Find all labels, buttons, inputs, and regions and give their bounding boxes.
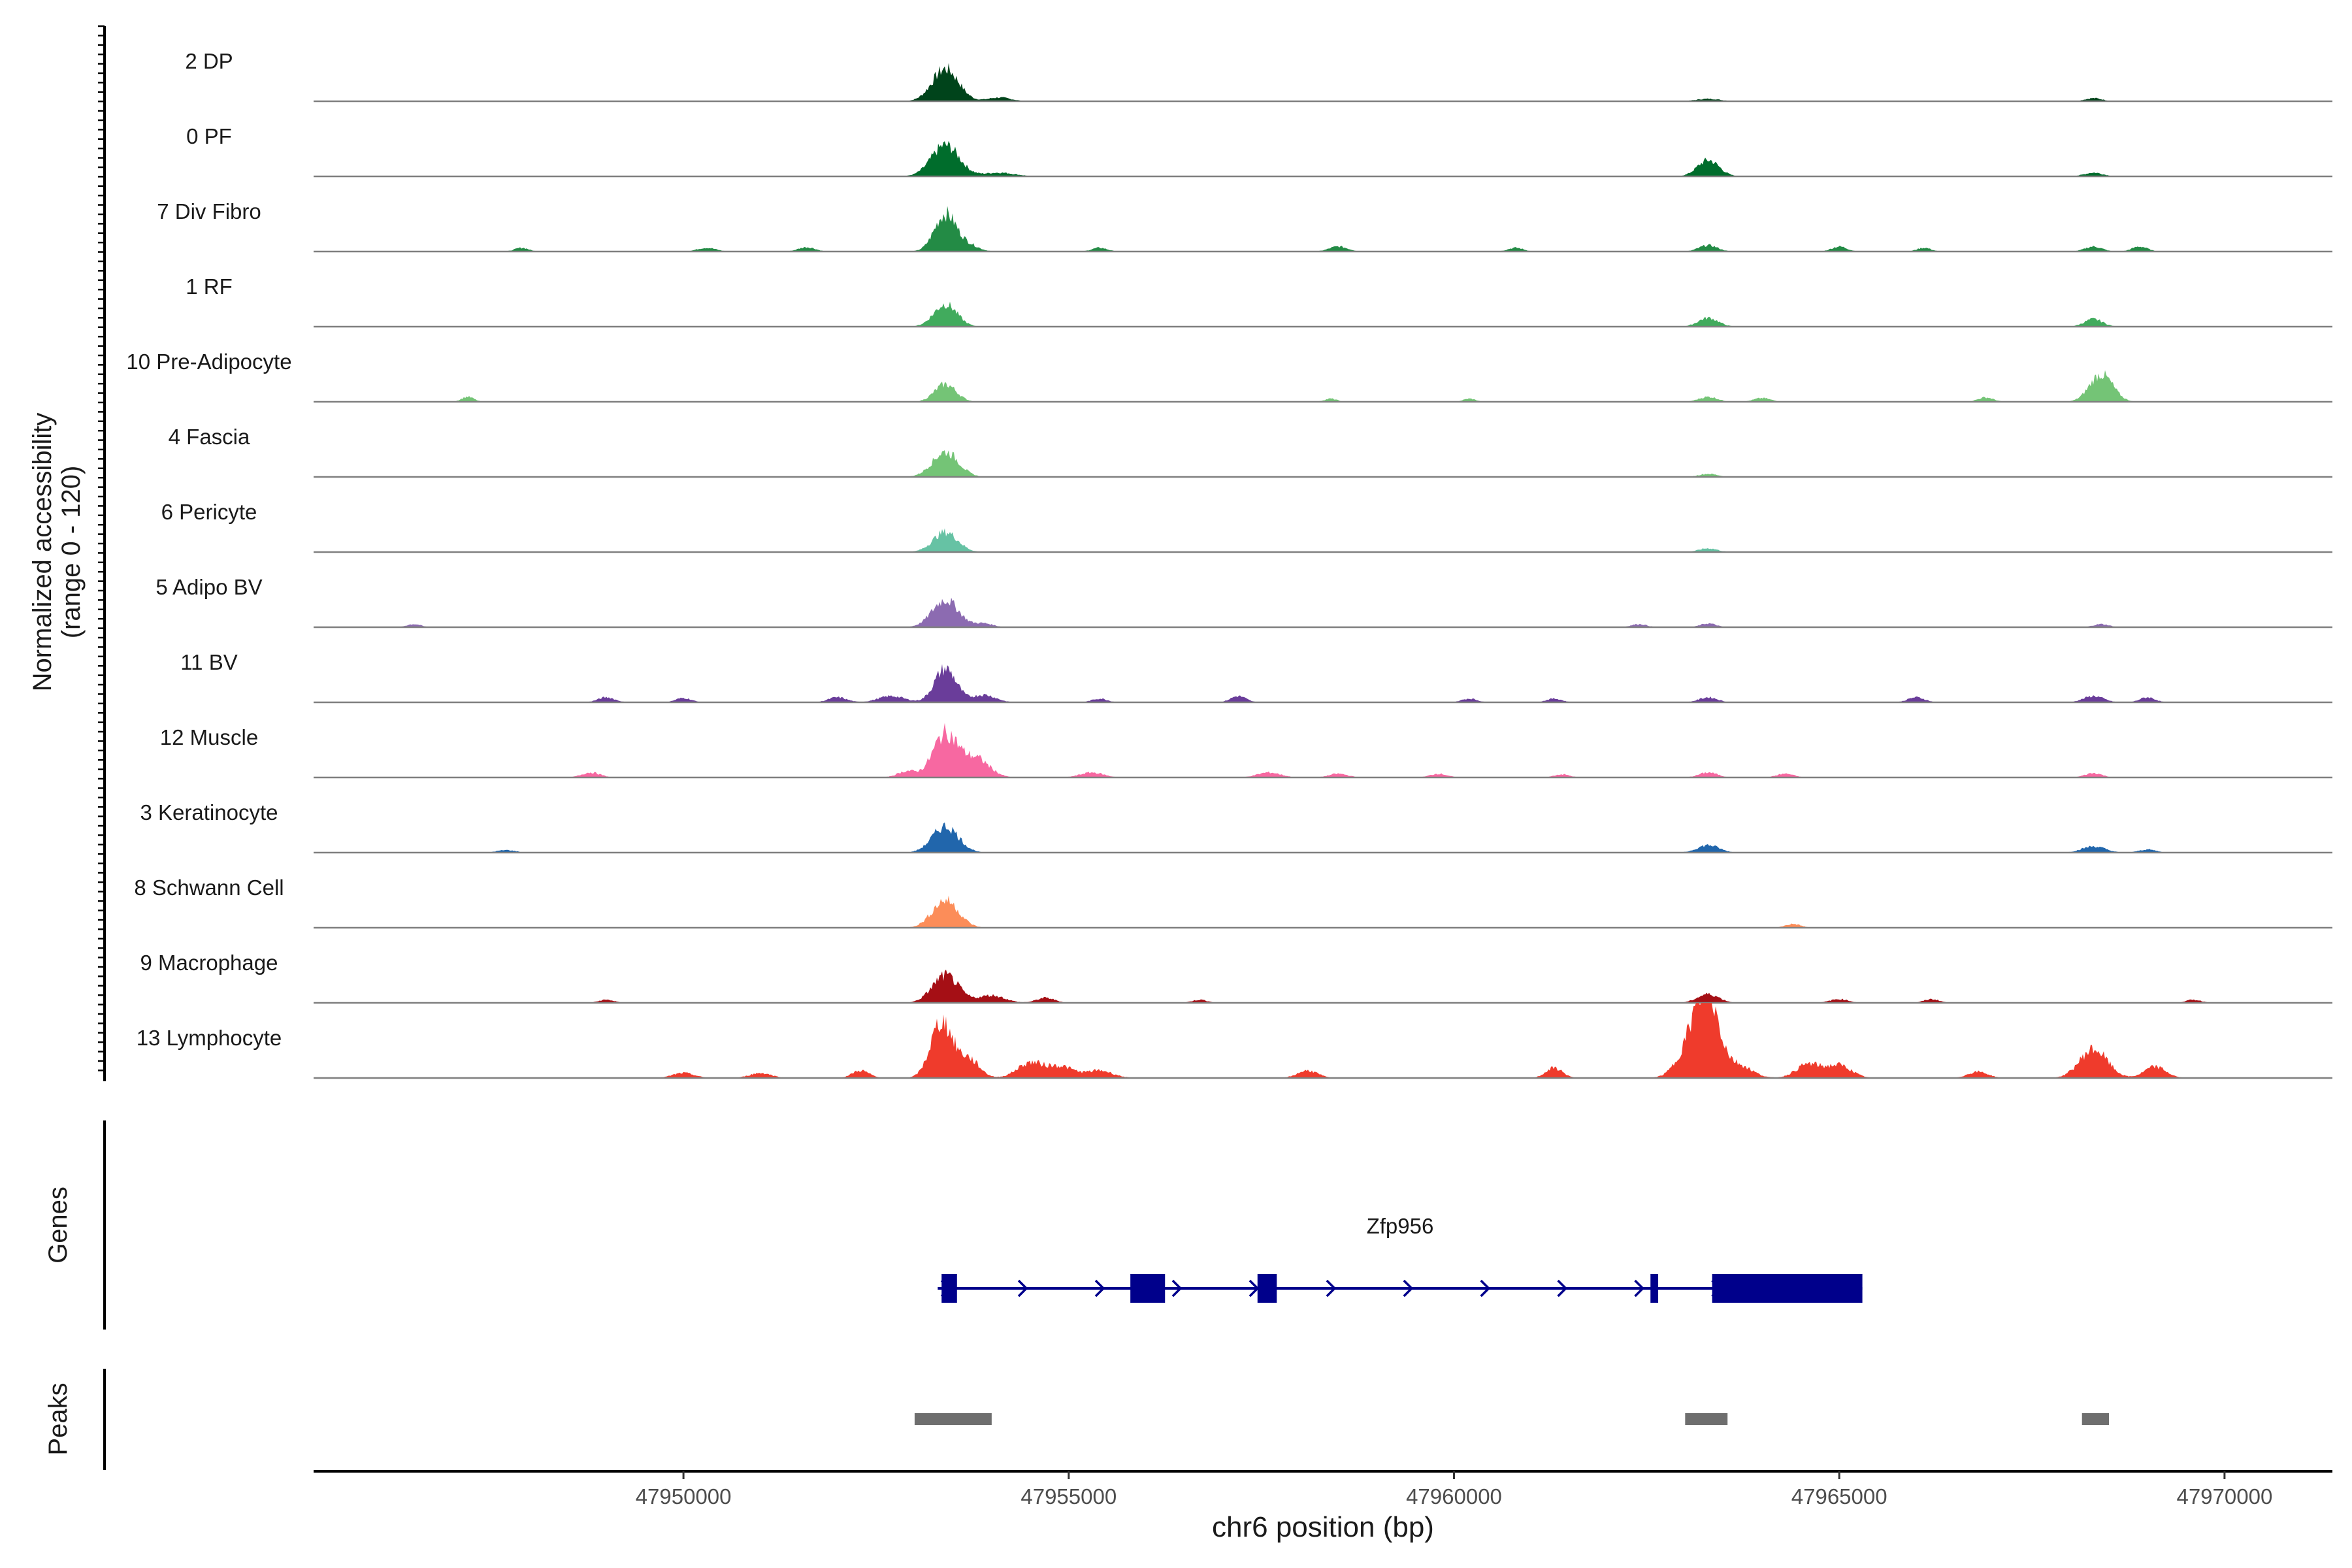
coverage-area (314, 723, 2332, 777)
track-4-fascia: 4 Fascia (169, 425, 2332, 478)
x-axis-title: chr6 position (bp) (1212, 1511, 1434, 1543)
track-label: 4 Fascia (169, 425, 250, 449)
strand-chevron (1480, 1279, 1491, 1298)
coverage-area (314, 1003, 2332, 1078)
track-9-macrophage: 9 Macrophage (140, 951, 2332, 1004)
track-label: 2 DP (185, 49, 233, 73)
strand-chevron (1017, 1279, 1028, 1298)
gene-exon (1257, 1274, 1277, 1303)
peak-region-bar (914, 1413, 992, 1425)
track-label: 11 BV (180, 650, 237, 674)
strand-chevron (1094, 1279, 1105, 1298)
track-0-pf: 0 PF (186, 124, 2332, 178)
track-label: 3 Keratinocyte (140, 800, 278, 825)
track-2-dp: 2 DP (185, 49, 2332, 103)
strand-chevron (1403, 1279, 1414, 1298)
gene-exon (1650, 1274, 1659, 1303)
coverage-area (314, 450, 2332, 477)
accessibility-y-axis (98, 25, 106, 1081)
gene-exon (941, 1274, 957, 1303)
coverage-area (314, 597, 2332, 627)
peak-regions (914, 1413, 2109, 1425)
peaks-panel-title: Peaks (44, 1382, 73, 1455)
x-tick-label: 47970000 (2176, 1484, 2272, 1509)
coverage-area (314, 206, 2332, 252)
track-8-schwann-cell: 8 Schwann Cell (134, 875, 2332, 929)
track-10-pre-adipocyte: 10 Pre-Adipocyte (126, 350, 2332, 403)
track-7-div-fibro: 7 Div Fibro (157, 199, 2332, 253)
track-6-pericyte: 6 Pericyte (161, 500, 2332, 553)
track-12-muscle: 12 Muscle (160, 723, 2332, 779)
gene-name-label: Zfp956 (1367, 1214, 1434, 1238)
gene-exon (1130, 1274, 1166, 1303)
x-tick-label: 47965000 (1791, 1484, 1887, 1509)
coverage-tracks: 2 DP 0 PF 7 Div Fibro 1 RF 10 Pre-Adipocyte 4… (126, 49, 2332, 1079)
coverage-area (314, 528, 2332, 552)
strand-chevron (1326, 1279, 1337, 1298)
track-label: 7 Div Fibro (157, 199, 261, 223)
track-label: 8 Schwann Cell (134, 875, 284, 900)
track-label: 1 RF (186, 274, 233, 299)
coverage-area (314, 301, 2332, 327)
genes-panel: Genes Zfp956 (44, 1120, 1863, 1330)
track-label: 12 Muscle (160, 725, 258, 749)
x-axis: 47950000 47955000 47960000 47965000 47970000 (314, 1470, 2332, 1509)
x-tick-label: 47960000 (1406, 1484, 1502, 1509)
gene-exon (1712, 1274, 1863, 1303)
y-axis-title-line2: (range 0 - 120) (57, 466, 86, 639)
track-13-lymphocyte: 13 Lymphocyte (137, 1003, 2332, 1079)
track-5-adipo-bv: 5 Adipo BV (155, 575, 2332, 629)
track-label: 5 Adipo BV (155, 575, 262, 599)
coverage-area (314, 370, 2332, 402)
track-label: 6 Pericyte (161, 500, 257, 524)
track-label: 10 Pre-Adipocyte (126, 350, 291, 374)
track-11-bv: 11 BV (180, 650, 2332, 704)
coverage-area (314, 970, 2332, 1003)
peaks-panel: Peaks (44, 1369, 2109, 1470)
track-1-rf: 1 RF (186, 274, 2332, 328)
coverage-area (314, 822, 2332, 853)
x-tick-label: 47950000 (636, 1484, 732, 1509)
strand-chevron (1171, 1279, 1183, 1298)
track-3-keratinocyte: 3 Keratinocyte (140, 800, 2332, 854)
coverage-area (314, 664, 2332, 702)
strand-chevron (1634, 1279, 1645, 1298)
coverage-area (314, 63, 2332, 101)
track-label: 13 Lymphocyte (137, 1026, 282, 1050)
y-axis-title-line1: Normalized accessibility (28, 413, 57, 692)
genes-panel-title: Genes (44, 1186, 73, 1264)
gene-model (938, 1274, 1863, 1303)
strand-chevron (1557, 1279, 1568, 1298)
peak-region-bar (2082, 1413, 2109, 1425)
track-label: 9 Macrophage (140, 951, 278, 975)
peak-region-bar (1685, 1413, 1728, 1425)
coverage-area (314, 895, 2332, 928)
x-tick-label: 47955000 (1021, 1484, 1117, 1509)
track-label: 0 PF (186, 124, 232, 148)
coverage-area (314, 140, 2332, 176)
